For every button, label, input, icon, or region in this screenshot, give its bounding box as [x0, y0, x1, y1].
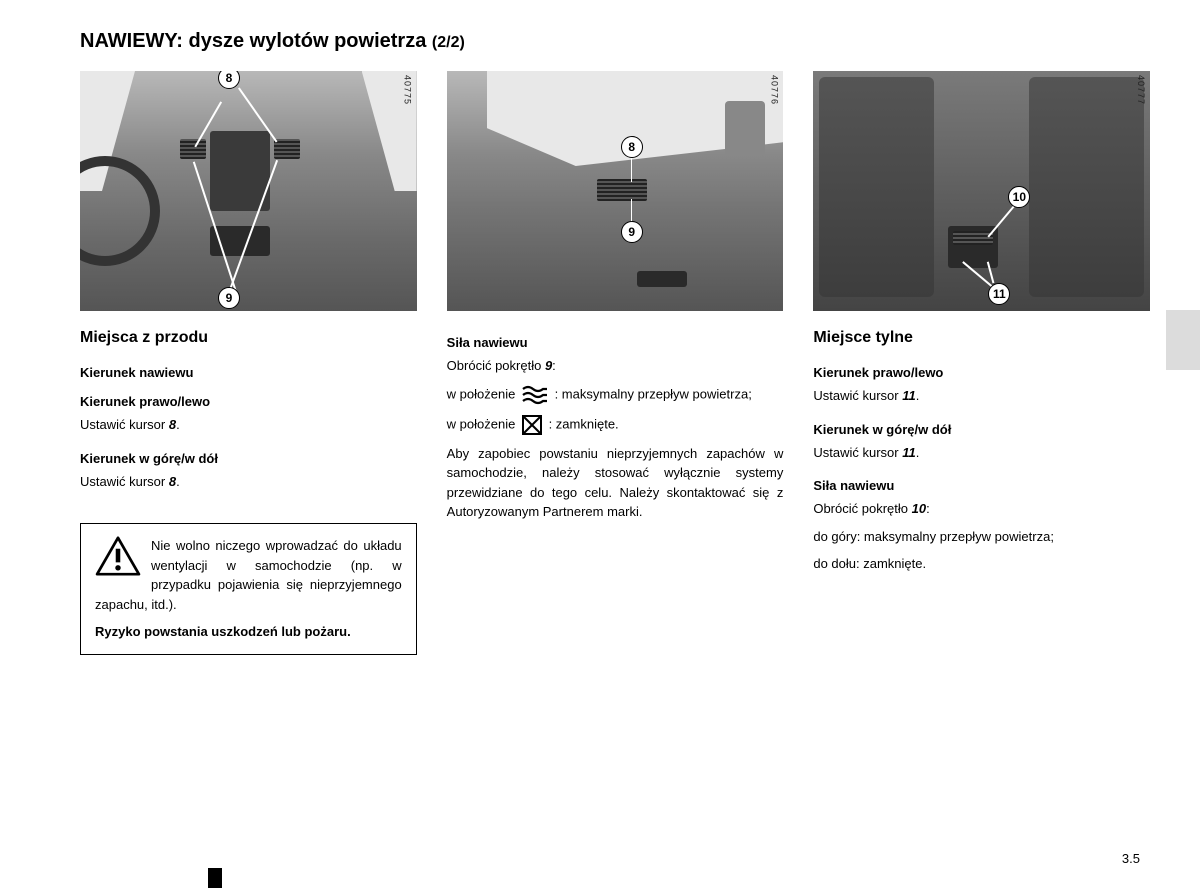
- col2-line2: w położenie : maksymalny przepływ po­wie…: [447, 384, 784, 406]
- figure-1-id: 40775: [403, 75, 413, 105]
- col1-sub1: Kierunek nawiewu: [80, 365, 417, 380]
- figure-3: 40777 10 11: [813, 71, 1150, 311]
- column-2: 40776 8 9 Siła nawiewu Obrócić pokrętło …: [447, 71, 784, 655]
- col1-sub2: Kierunek prawo/lewo: [80, 394, 417, 409]
- side-tab: [1166, 310, 1200, 370]
- col3-sub1: Kierunek prawo/lewo: [813, 365, 1150, 380]
- col2-para: Aby zapobiec powstaniu nieprzyjemnych za…: [447, 444, 784, 522]
- figure-1: 40775 8 9: [80, 71, 417, 311]
- callout-9-b: 9: [621, 221, 643, 243]
- col2-line1: Obrócić pokrętło 9:: [447, 356, 784, 376]
- col3-sub3: Siła nawiewu: [813, 478, 1150, 493]
- callout-9: 9: [218, 287, 240, 309]
- title-sub: (2/2): [432, 34, 465, 51]
- page-number: 3.5: [1122, 851, 1140, 866]
- col1-text2: Ustawić kursor 8.: [80, 415, 417, 435]
- col3-text4: do góry: maksymalny przepływ powietrza;: [813, 527, 1150, 547]
- figure-2: 40776 8 9: [447, 71, 784, 311]
- col2-line3: w położenie : zamknięte.: [447, 414, 784, 436]
- warning-text: Nie wolno niczego wprowa­dzać do układu …: [95, 536, 402, 614]
- column-1: 40775 8 9 Miejsca z przodu Kierunek nawi…: [80, 71, 417, 655]
- content-columns: 40775 8 9 Miejsca z przodu Kierunek nawi…: [80, 71, 1150, 655]
- closed-icon: [521, 414, 543, 436]
- col3-heading: Miejsce tylne: [813, 329, 1150, 347]
- warning-box: Nie wolno niczego wprowa­dzać do układu …: [80, 523, 417, 655]
- figure-2-id: 40776: [769, 75, 779, 105]
- title-main: NAWIEWY: dysze wylotów powietrza: [80, 30, 426, 52]
- callout-8-b: 8: [621, 136, 643, 158]
- col3-text3: Obrócić pokrętło 10:: [813, 499, 1150, 519]
- col3-text1: Ustawić kursor 11.: [813, 386, 1150, 406]
- col1-text3: Ustawić kursor 8.: [80, 472, 417, 492]
- page-title: NAWIEWY: dysze wylotów powietrza (2/2): [80, 30, 1150, 53]
- column-3: 40777 10 11 Miejsce tylne Kierunek prawo…: [813, 71, 1150, 655]
- warning-bold: Ryzyko powstania uszkodzeń lub pożaru.: [95, 622, 402, 642]
- airflow-icon: [521, 384, 549, 406]
- col2-sub1: Siła nawiewu: [447, 335, 784, 350]
- figure-3-id: 40777: [1136, 75, 1146, 105]
- col3-text5: do dołu: zamknięte.: [813, 554, 1150, 574]
- col3-sub2: Kierunek w górę/w dół: [813, 422, 1150, 437]
- col3-text2: Ustawić kursor 11.: [813, 443, 1150, 463]
- warning-icon: [95, 536, 141, 576]
- bottom-mark: [208, 868, 222, 888]
- col1-heading: Miejsca z przodu: [80, 329, 417, 347]
- col1-sub3: Kierunek w górę/w dół: [80, 451, 417, 466]
